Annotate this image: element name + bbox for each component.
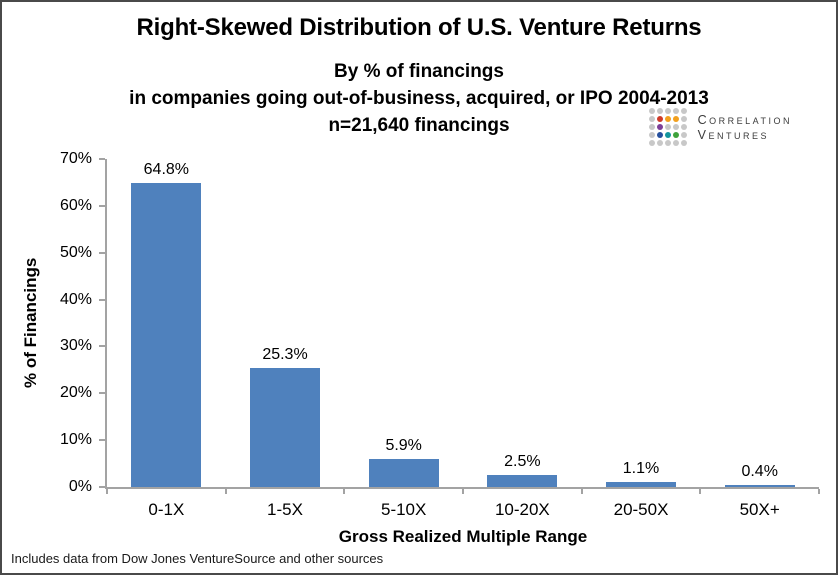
bar <box>368 459 439 487</box>
chart-subtitles: By % of financings in companies going ou… <box>2 58 836 139</box>
logo-dot <box>648 108 655 114</box>
logo-dot <box>648 116 655 122</box>
y-tick-mark <box>99 439 105 442</box>
subtitle-line-1: By % of financings <box>334 61 504 82</box>
logo-dot <box>656 124 663 130</box>
x-category-label: 20-50X <box>613 500 669 519</box>
x-category-label: 1-5X <box>267 500 303 519</box>
x-category-label: 5-10X <box>380 500 427 519</box>
logo-dot <box>664 108 671 114</box>
logo-dot <box>648 132 655 138</box>
bar-group: 2.5% <box>463 159 582 487</box>
logo-dot <box>680 124 687 130</box>
correlation-ventures-logo: Correlation Ventures <box>648 108 792 148</box>
bar <box>131 183 202 487</box>
x-tick-mark <box>462 489 464 494</box>
logo-dot <box>672 116 679 122</box>
logo-dot <box>680 132 687 138</box>
logo-dot <box>656 108 663 114</box>
logo-wordmark-line2: Ventures <box>697 128 769 142</box>
x-tick-mark <box>699 489 702 494</box>
y-tick-mark <box>99 204 105 207</box>
bar <box>250 368 321 487</box>
x-tick-mark <box>106 489 108 494</box>
y-tick-mark <box>99 298 105 301</box>
bar-group: 64.8% <box>107 159 226 487</box>
subtitle-line-2: in companies going out-of-business, acqu… <box>129 88 709 109</box>
source-footnote: Includes data from Dow Jones VentureSour… <box>11 551 384 566</box>
logo-dot <box>648 140 655 146</box>
y-tick-mark <box>99 392 105 395</box>
logo-dot <box>656 140 663 146</box>
x-category-label: 0-1X <box>148 500 185 519</box>
logo-dot <box>656 132 663 138</box>
x-category-label: 50X+ <box>739 500 780 519</box>
subtitle-line-3: n=21,640 financings <box>328 115 510 136</box>
x-axis-title: Gross Realized Multiple Range <box>338 527 588 546</box>
bar-value-label: 5.9% <box>385 437 422 455</box>
logo-dot <box>680 140 687 146</box>
logo-dot <box>672 132 679 138</box>
bar-group: 5.9% <box>344 159 463 487</box>
y-tick-label: 20% <box>59 384 92 402</box>
y-tick-label: 70% <box>59 150 92 167</box>
logo-dot <box>648 124 655 130</box>
logo-wordmark: Correlation Ventures <box>698 113 792 143</box>
chart-title: Right-Skewed Distribution of U.S. Ventur… <box>136 14 702 41</box>
bar-value-label: 2.5% <box>504 453 541 471</box>
y-tick-mark <box>99 158 105 160</box>
y-tick-mark <box>99 345 105 348</box>
x-tick-mark <box>580 489 583 494</box>
y-tick-label: 50% <box>59 243 92 261</box>
logo-dot <box>664 132 671 138</box>
logo-dot-grid-icon <box>648 108 689 148</box>
y-tick-mark <box>99 251 105 254</box>
logo-dot <box>680 116 687 122</box>
bar <box>487 475 558 487</box>
logo-dot <box>656 116 663 122</box>
bar-group: 0.4% <box>700 159 819 487</box>
y-tick-label: 10% <box>59 431 92 449</box>
bar-group: 25.3% <box>226 159 345 487</box>
x-category-labels: 0-1X 1-5X 5-10X 10-20X 20-50X 50X+ <box>107 500 819 520</box>
logo-dot <box>664 124 671 130</box>
bar <box>724 485 795 487</box>
y-tick-label: 60% <box>59 196 92 214</box>
y-tick-mark <box>99 486 105 488</box>
bar-group: 1.1% <box>582 159 701 487</box>
x-tick-mark <box>818 489 820 494</box>
logo-dot <box>672 108 679 114</box>
bar-value-label: 1.1% <box>622 459 660 477</box>
bar <box>606 481 677 487</box>
logo-dot <box>680 108 687 114</box>
bar-value-label: 64.8% <box>143 161 190 179</box>
y-tick-label: 30% <box>59 337 92 355</box>
logo-dot <box>672 140 679 146</box>
bars-row: 64.8% 25.3% 5.9% 2.5% 1.1% 0.4% <box>107 159 819 487</box>
logo-dot <box>664 116 671 122</box>
logo-wordmark-line1: Correlation <box>697 113 792 127</box>
y-tick-label: 0% <box>68 478 92 495</box>
x-category-label: 10-20X <box>494 500 550 519</box>
y-axis-labels: 0% 10% 20% 30% 40% 50% 60% 70% <box>2 150 92 495</box>
x-tick-mark <box>224 489 227 494</box>
y-tick-label: 40% <box>59 290 92 308</box>
plot-area: 64.8% 25.3% 5.9% 2.5% 1.1% 0.4% <box>99 158 820 494</box>
bar-value-label: 25.3% <box>262 346 308 364</box>
x-tick-mark <box>343 489 346 494</box>
bar-value-label: 0.4% <box>741 463 778 481</box>
logo-dot <box>672 124 679 130</box>
logo-dot <box>664 140 671 146</box>
